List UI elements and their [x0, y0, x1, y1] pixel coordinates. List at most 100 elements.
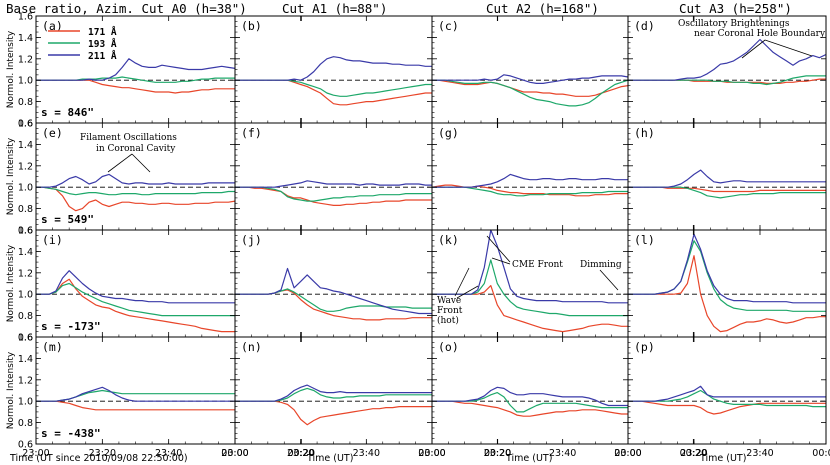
x-tick-label: 00:00 [812, 448, 830, 459]
column-title-a3: Cut A3 (h=258") [679, 1, 792, 16]
y-tick-label: 0.6 [18, 119, 33, 130]
series-171-line [36, 400, 235, 411]
column-title-a2: Cut A2 (h=168") [486, 1, 599, 16]
row-label: s = 549" [41, 213, 94, 226]
annotation-k-wave-2: Front [437, 306, 463, 316]
panel-label: (l) [634, 233, 655, 247]
series-211-line [432, 74, 629, 84]
panel-h: (h) [627, 122, 827, 231]
y-tick-label: 1.4 [18, 354, 33, 365]
panel-e: 0.6 0.8 1.0 1.2 1.4 1.6 (e) s = 549" Normol. Int… [6, 119, 302, 237]
panel-label: (k) [438, 233, 459, 247]
panel-frame [431, 15, 629, 124]
x-tick-label: 00:00 [614, 448, 641, 459]
series-171-line [235, 400, 432, 426]
arrow-d-right [764, 39, 813, 57]
panel-d: (d) [627, 15, 827, 124]
x-tick-label: 00:20 [484, 448, 511, 459]
panel-frame [627, 122, 827, 231]
panel-l: (l) [627, 229, 827, 338]
series-171-line [432, 400, 628, 417]
series-171-line [432, 79, 629, 97]
y-tick-label: 1.2 [18, 375, 33, 386]
series-193-line [628, 186, 826, 199]
panel-p: 23:00 23:20 23:40 00:00 00:20 (p) [614, 336, 830, 459]
panel-label: (o) [438, 340, 459, 354]
panel-frame [627, 336, 827, 445]
x-tick-label: 23:40 [155, 448, 182, 459]
annotation-wave-front: Wave Front (hot) [437, 267, 479, 326]
series-211-line [432, 386, 628, 407]
series-193-line [235, 288, 432, 312]
legend: 171 Å 193 Å 211 Å [48, 27, 117, 62]
annotation-k-cme: CME Front [512, 260, 563, 270]
panel-frame [431, 336, 629, 445]
x-tick-label: 23:20 [484, 448, 511, 459]
panel-label: (d) [634, 19, 655, 33]
y-tick-label: 1.0 [18, 76, 33, 87]
x-tick-label: 23:40 [353, 448, 380, 459]
x-tick-label: 23:00 [221, 448, 248, 459]
series-211-line [628, 233, 826, 304]
series-193-line [628, 240, 826, 312]
panel-frame [234, 229, 433, 338]
y-tick-label: 1.6 [18, 119, 33, 130]
y-axis-label: Normol. Intensity [6, 30, 16, 108]
x-tick-label: 23:00 [22, 448, 49, 459]
column-title-a1: Cut A1 (h=88") [282, 1, 387, 16]
y-tick-label: 1.6 [18, 226, 33, 237]
panel-label: (h) [634, 126, 655, 140]
panel-label: (i) [42, 233, 63, 247]
series-171-line [628, 255, 826, 333]
annotation-k-wave-3: (hot) [437, 315, 459, 326]
series-211-line [432, 173, 628, 188]
x-tick-label: 23:40 [746, 448, 773, 459]
series-211-line [36, 58, 236, 81]
annotation-dimming: Dimming [580, 260, 622, 291]
panel-o: 23:00 23:20 23:40 00:00 00:20 (o) [418, 336, 707, 459]
series-211-line [628, 169, 826, 188]
column-title-a0: Base ratio, Azim. Cut A0 (h=38") [6, 1, 247, 16]
arrow-k-dimming [599, 269, 619, 291]
y-tick-label: 1.4 [18, 140, 33, 151]
panel-label: (j) [241, 233, 262, 247]
arrow-e-right [131, 153, 151, 173]
x-tick-label: 23:40 [549, 448, 576, 459]
row-label: s = -438" [41, 427, 101, 440]
panel-label: (b) [241, 19, 262, 33]
row-label: s = 846" [41, 106, 94, 119]
panel-label: (e) [42, 126, 63, 140]
series-211-line [36, 386, 235, 402]
panel-label: (p) [634, 340, 655, 354]
arrow-e-left [107, 153, 133, 173]
series-211-line [235, 267, 432, 315]
y-tick-label: 0.8 [18, 311, 33, 322]
x-tick-label: 00:20 [288, 448, 315, 459]
legend-label-211: 211 Å [88, 51, 117, 62]
y-tick-label: 1.6 [18, 12, 33, 23]
panel-label: (m) [42, 340, 63, 354]
panel-label: (a) [42, 19, 63, 33]
y-tick-label: 1.2 [18, 54, 33, 65]
arrow-k-wave-1 [454, 267, 470, 297]
series-211-line [628, 385, 826, 402]
series-171-line [235, 186, 432, 206]
arrow-k-wave-2 [456, 285, 479, 299]
y-tick-label: 1.2 [18, 161, 33, 172]
row-label: s = -173" [41, 320, 101, 333]
series-211-line [36, 173, 235, 188]
x-tick-label: 23:20 [287, 448, 314, 459]
annotation-cme-front: CME Front [486, 235, 563, 270]
x-axis-label-col2: Time (UT) [505, 453, 552, 464]
y-axis-label: Normol. Intensity [6, 351, 16, 429]
series-171-line [235, 79, 432, 106]
panel-frame [234, 122, 433, 231]
series-211-line [235, 384, 432, 402]
y-tick-label: 0.8 [18, 418, 33, 429]
y-tick-label: 1.0 [18, 183, 33, 194]
y-tick-label: 1.4 [18, 247, 33, 258]
annotation-e-line1: Filament Oscillations [80, 133, 177, 143]
y-axis-label: Normol. Intensity [6, 244, 16, 322]
panel-label: (f) [241, 126, 262, 140]
y-tick-label: 0.6 [18, 226, 33, 237]
